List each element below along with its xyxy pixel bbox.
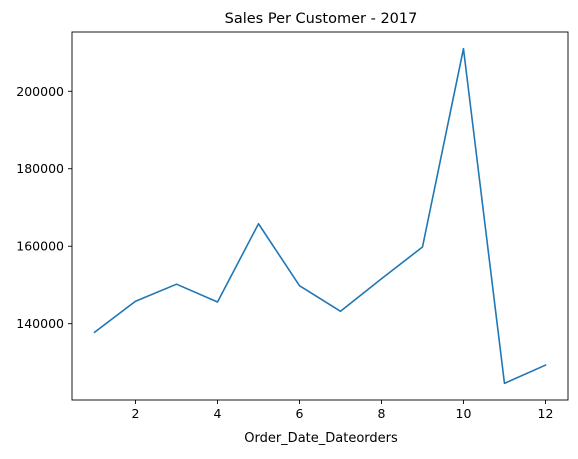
x-tick-label: 12 [538, 406, 554, 421]
x-axis-label: Order_Date_Dateorders [244, 431, 398, 446]
x-tick-label: 2 [132, 406, 140, 421]
plot-area: 2 4 6 8 10 12 140000 160000 180000 200000 [16, 31, 569, 421]
x-tick-label: 4 [214, 406, 222, 421]
y-tick-label: 180000 [16, 161, 64, 176]
y-tick-label: 140000 [16, 316, 64, 331]
x-tick-label: 6 [296, 406, 304, 421]
y-tick-label: 200000 [16, 84, 64, 99]
y-tick-label: 160000 [16, 239, 64, 254]
x-tick-label: 10 [456, 406, 472, 421]
plot-frame [71, 31, 569, 401]
chart-title: Sales Per Customer - 2017 [225, 11, 418, 27]
series-line-0 [93, 47, 547, 385]
x-tick-label: 8 [378, 406, 386, 421]
